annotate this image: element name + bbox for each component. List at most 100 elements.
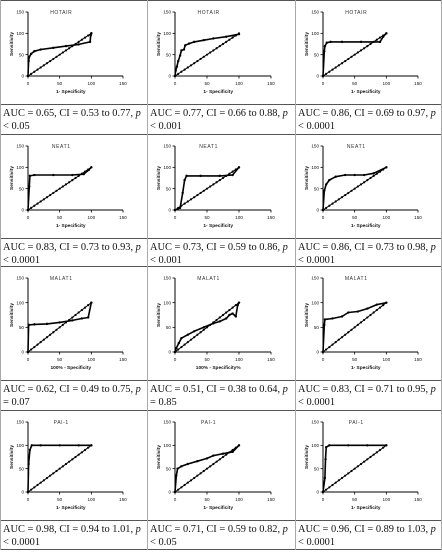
x-tick-label: 50 [57, 81, 63, 86]
roc-point [218, 320, 221, 323]
reference-point [83, 36, 87, 39]
roc-panel-neat1-2: 0 50 100 150 0 50 100 150 1- Specificity Sensitiv… [147, 134, 295, 238]
x-tick-label: 150 [267, 215, 275, 220]
roc-point [212, 37, 215, 40]
y-tick-label: 150 [163, 10, 171, 15]
roc-chart-svg: 0 50 100 150 0 50 100 150 1- Specificity Sensitiv… [304, 10, 422, 95]
x-tick-label: 50 [204, 357, 210, 362]
y-tick-label: 150 [163, 276, 171, 281]
reference-point [45, 62, 49, 65]
reference-point [180, 486, 183, 489]
reference-point [199, 191, 202, 195]
reference-point [71, 179, 74, 182]
roc-point [29, 52, 33, 56]
reference-point [350, 55, 353, 58]
roc-point [372, 172, 375, 175]
y-tick-label: 150 [311, 276, 319, 281]
roc-point [321, 350, 325, 354]
reference-point [199, 57, 202, 61]
x-axis-label: 1- Specificity [56, 89, 86, 95]
roc-panel-pai1-1: 0 50 100 150 0 50 100 150 1- Specificity Sensitiv… [0, 410, 147, 520]
roc-point [177, 341, 181, 345]
x-tick-label: 150 [414, 357, 422, 362]
reference-point [33, 204, 36, 207]
roc-point [77, 43, 80, 46]
reference-point [340, 336, 344, 339]
roc-point [178, 54, 182, 57]
roc-point [28, 55, 31, 58]
reference-point [183, 483, 186, 487]
reference-point [382, 304, 385, 307]
y-tick-label: 100 [16, 443, 24, 448]
reference-point [328, 70, 331, 73]
reference-point [52, 472, 55, 475]
roc-point [385, 444, 388, 447]
y-axis-label: Sensitivity [9, 32, 15, 56]
reference-point [353, 326, 356, 329]
roc-point [28, 174, 32, 178]
reference-point [225, 40, 228, 43]
reference-point [186, 200, 189, 203]
roc-point [353, 173, 356, 177]
roc-point [321, 490, 325, 494]
roc-point [33, 323, 36, 326]
reference-point [202, 328, 205, 331]
roc-point [236, 303, 239, 307]
roc-point [323, 44, 327, 48]
y-tick-label: 50 [166, 186, 172, 191]
roc-point [90, 166, 93, 169]
chart-title: NEAT1 [347, 144, 366, 150]
reference-point [39, 341, 42, 344]
roc-chart-svg: 0 50 100 150 0 50 100 150 1- Specificity Sensitiv… [9, 420, 127, 511]
auc-caption: AUC = 0.51, CI = 0.38 to 0.64, p = 0.85 [150, 383, 292, 413]
reference-point [359, 462, 363, 466]
x-tick-label: 150 [119, 215, 127, 220]
y-tick-label: 50 [314, 186, 320, 191]
reference-point [87, 34, 90, 37]
roc-point [26, 74, 30, 78]
y-axis-label: Sensitivity [304, 303, 310, 327]
p-symbol: p [282, 524, 288, 535]
reference-point [177, 348, 180, 351]
y-axis-label: Sensitivity [304, 32, 310, 56]
reference-point [52, 191, 55, 195]
roc-chart-svg: 0 50 100 150 0 50 100 150 1- Specificity Sensitiv… [9, 144, 127, 229]
p-value-text: = 0.07 [3, 397, 30, 408]
roc-point [33, 50, 36, 53]
p-symbol: p [135, 384, 141, 395]
reference-point [180, 345, 183, 349]
reference-point [196, 333, 199, 336]
roc-point [187, 42, 191, 45]
reference-point [36, 68, 39, 71]
roc-point [375, 303, 379, 306]
x-tick-label: 150 [267, 81, 275, 86]
auc-text: AUC = 0.86, CI = 0.69 to 0.97, [298, 108, 431, 119]
roc-point [325, 41, 328, 44]
y-tick-label: 100 [163, 165, 171, 170]
roc-point [89, 34, 92, 37]
reference-point [218, 179, 221, 182]
reference-point [215, 181, 218, 184]
roc-point [323, 318, 327, 321]
reference-point [52, 331, 55, 334]
roc-point [340, 315, 344, 318]
p-symbol: p [430, 108, 436, 119]
auc-text: AUC = 0.83, CI = 0.73 to 0.93, [3, 242, 136, 253]
reference-point [199, 331, 202, 334]
auc-text: AUC = 0.77, CI = 0.66 to 0.88, [150, 108, 283, 119]
reference-point [337, 338, 340, 341]
reference-point [234, 304, 237, 307]
x-tick-label: 0 [322, 357, 325, 362]
x-tick-label: 100 [382, 497, 390, 502]
y-tick-label: 50 [314, 325, 320, 330]
roc-point [323, 189, 326, 192]
reference-point [33, 486, 36, 489]
roc-curve [322, 301, 387, 353]
reference-point [71, 316, 74, 319]
y-tick-label: 150 [311, 10, 319, 15]
x-tick-label: 0 [322, 497, 325, 502]
p-value-text: < 0.05 [150, 537, 177, 548]
reference-point [189, 198, 193, 201]
p-symbol: p [135, 242, 141, 253]
roc-point [90, 444, 93, 447]
